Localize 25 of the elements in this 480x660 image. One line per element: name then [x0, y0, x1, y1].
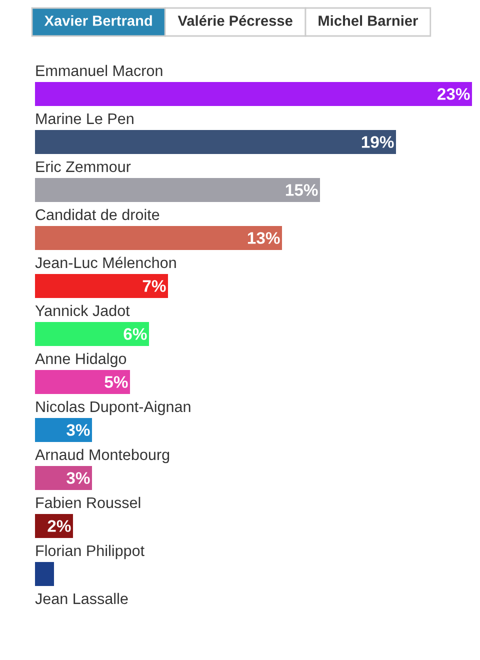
y-tick-label: Nicolas Dupont-Aignan: [36, 400, 190, 416]
data-label: 23%: [437, 88, 470, 100]
y-tick-label: Marine Le Pen: [36, 112, 134, 124]
data-label: 6%: [124, 328, 147, 340]
data-label: 2%: [48, 520, 71, 532]
data-label: 3%: [66, 424, 90, 436]
text: Valérie Pécresse: [178, 15, 292, 26]
y-tick-label: Yannick Jadot: [35, 304, 130, 316]
text: Xavier Bertrand: [44, 15, 152, 26]
y-tick-label: Eric Zemmour: [36, 160, 131, 172]
y-tick-label: Jean-Luc Mélenchon: [35, 256, 176, 268]
y-tick-label: Fabien Roussel: [36, 496, 140, 508]
y-tick-label: Florian Philippot: [36, 544, 144, 560]
data-label: 19%: [362, 136, 394, 148]
text: Michel Barnier: [318, 15, 418, 26]
y-tick-label: Emmanuel Macron: [36, 64, 162, 76]
data-label: 3%: [66, 472, 90, 484]
y-tick-label: Arnaud Montebourg: [35, 448, 170, 464]
data-label: 15%: [286, 184, 318, 196]
data-label: 13%: [248, 232, 280, 244]
y-tick-label: Candidat de droite: [36, 208, 160, 220]
data-label: 7%: [142, 280, 166, 292]
data-label: 5%: [104, 376, 128, 388]
y-tick-label: Jean Lassalle: [35, 592, 128, 604]
y-tick-label: Anne Hidalgo: [35, 352, 126, 368]
